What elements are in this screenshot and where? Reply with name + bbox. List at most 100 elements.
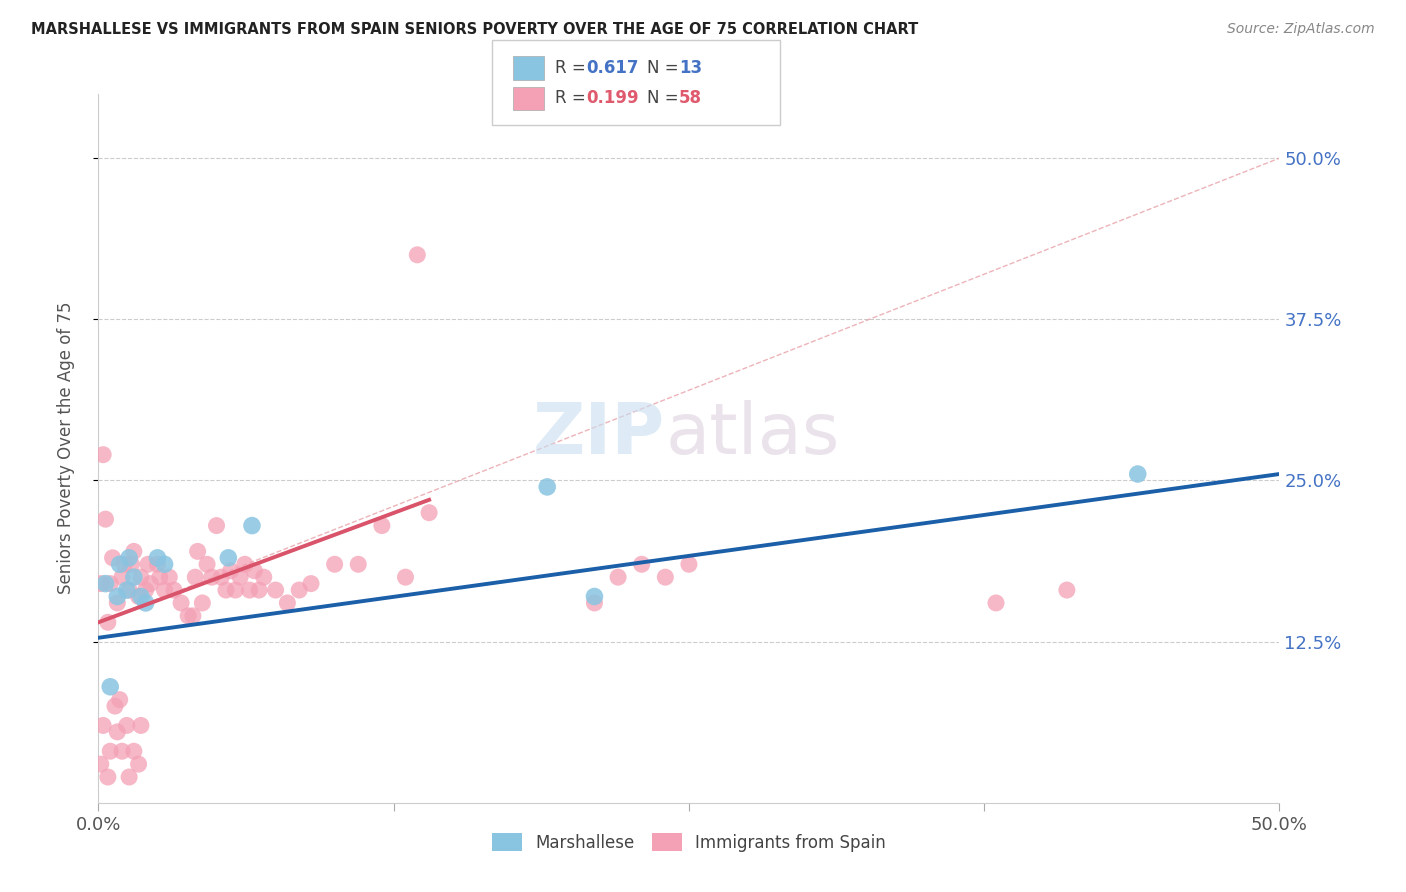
Point bbox=[247, 583, 270, 598]
Point bbox=[264, 583, 287, 598]
Point bbox=[128, 590, 150, 604]
Point bbox=[217, 550, 239, 565]
Point bbox=[371, 518, 394, 533]
Text: N =: N = bbox=[647, 89, 683, 107]
Point bbox=[201, 570, 224, 584]
Text: R =: R = bbox=[555, 59, 592, 77]
Point bbox=[90, 576, 112, 591]
Point bbox=[607, 570, 630, 584]
Point bbox=[288, 583, 311, 598]
Point bbox=[243, 564, 266, 578]
Point bbox=[135, 596, 157, 610]
Point bbox=[146, 558, 169, 572]
Point bbox=[536, 480, 558, 494]
Text: Source: ZipAtlas.com: Source: ZipAtlas.com bbox=[1227, 22, 1375, 37]
Point bbox=[129, 590, 152, 604]
Point bbox=[112, 558, 135, 572]
Point bbox=[205, 518, 228, 533]
Point bbox=[101, 550, 124, 565]
Point bbox=[984, 596, 1007, 610]
Point bbox=[229, 570, 252, 584]
Point bbox=[157, 570, 180, 584]
Point bbox=[583, 596, 606, 610]
Point bbox=[215, 583, 238, 598]
Point bbox=[122, 744, 145, 758]
Point bbox=[181, 608, 204, 623]
Point bbox=[128, 757, 150, 772]
Text: R =: R = bbox=[555, 89, 592, 107]
Point bbox=[394, 570, 416, 584]
Point bbox=[118, 583, 141, 598]
Point bbox=[97, 770, 120, 784]
Point bbox=[115, 718, 138, 732]
Point bbox=[239, 583, 262, 598]
Point bbox=[121, 558, 143, 572]
Point bbox=[139, 576, 162, 591]
Point bbox=[678, 558, 700, 572]
Point bbox=[630, 558, 652, 572]
Point bbox=[115, 583, 138, 598]
Point bbox=[118, 550, 141, 565]
Point bbox=[1126, 467, 1149, 481]
Point bbox=[149, 570, 172, 584]
Point bbox=[406, 248, 429, 262]
Point bbox=[105, 724, 128, 739]
Point bbox=[583, 590, 606, 604]
Point bbox=[98, 680, 121, 694]
Point bbox=[129, 570, 152, 584]
Point bbox=[111, 570, 134, 584]
Text: 0.617: 0.617 bbox=[586, 59, 638, 77]
Point bbox=[105, 590, 128, 604]
Point bbox=[253, 570, 276, 584]
Point bbox=[135, 583, 157, 598]
Point bbox=[94, 512, 117, 526]
Point bbox=[90, 757, 112, 772]
Point bbox=[209, 570, 232, 584]
Point bbox=[654, 570, 676, 584]
Point bbox=[153, 558, 176, 572]
Point bbox=[323, 558, 346, 572]
Point bbox=[184, 570, 207, 584]
Text: ZIP: ZIP bbox=[533, 400, 665, 468]
Point bbox=[276, 596, 298, 610]
Point bbox=[104, 699, 127, 714]
Point bbox=[98, 744, 121, 758]
Text: 0.199: 0.199 bbox=[586, 89, 638, 107]
Text: 13: 13 bbox=[679, 59, 702, 77]
Point bbox=[177, 608, 200, 623]
Point bbox=[224, 583, 246, 598]
Point bbox=[108, 692, 131, 706]
Point bbox=[118, 770, 141, 784]
Point bbox=[136, 558, 159, 572]
Point bbox=[195, 558, 218, 572]
Point bbox=[129, 718, 152, 732]
Point bbox=[219, 564, 242, 578]
Point bbox=[233, 558, 256, 572]
Point bbox=[170, 596, 193, 610]
Point bbox=[163, 583, 186, 598]
Point bbox=[418, 506, 440, 520]
Point bbox=[91, 448, 114, 462]
Point bbox=[105, 596, 128, 610]
Point bbox=[146, 550, 169, 565]
Text: MARSHALLESE VS IMMIGRANTS FROM SPAIN SENIORS POVERTY OVER THE AGE OF 75 CORRELAT: MARSHALLESE VS IMMIGRANTS FROM SPAIN SEN… bbox=[31, 22, 918, 37]
Point bbox=[347, 558, 370, 572]
Point bbox=[122, 544, 145, 558]
Point bbox=[240, 518, 263, 533]
Point bbox=[94, 576, 117, 591]
Point bbox=[1056, 583, 1078, 598]
Point bbox=[91, 718, 114, 732]
Point bbox=[108, 558, 131, 572]
Text: 58: 58 bbox=[679, 89, 702, 107]
Point bbox=[111, 744, 134, 758]
Point bbox=[191, 596, 214, 610]
Point bbox=[299, 576, 322, 591]
Y-axis label: Seniors Poverty Over the Age of 75: Seniors Poverty Over the Age of 75 bbox=[56, 302, 75, 594]
Point bbox=[98, 576, 121, 591]
Point bbox=[122, 570, 145, 584]
Point bbox=[187, 544, 209, 558]
Text: N =: N = bbox=[647, 59, 683, 77]
Text: atlas: atlas bbox=[665, 400, 839, 468]
Point bbox=[153, 583, 176, 598]
Legend: Marshallese, Immigrants from Spain: Marshallese, Immigrants from Spain bbox=[485, 827, 893, 858]
